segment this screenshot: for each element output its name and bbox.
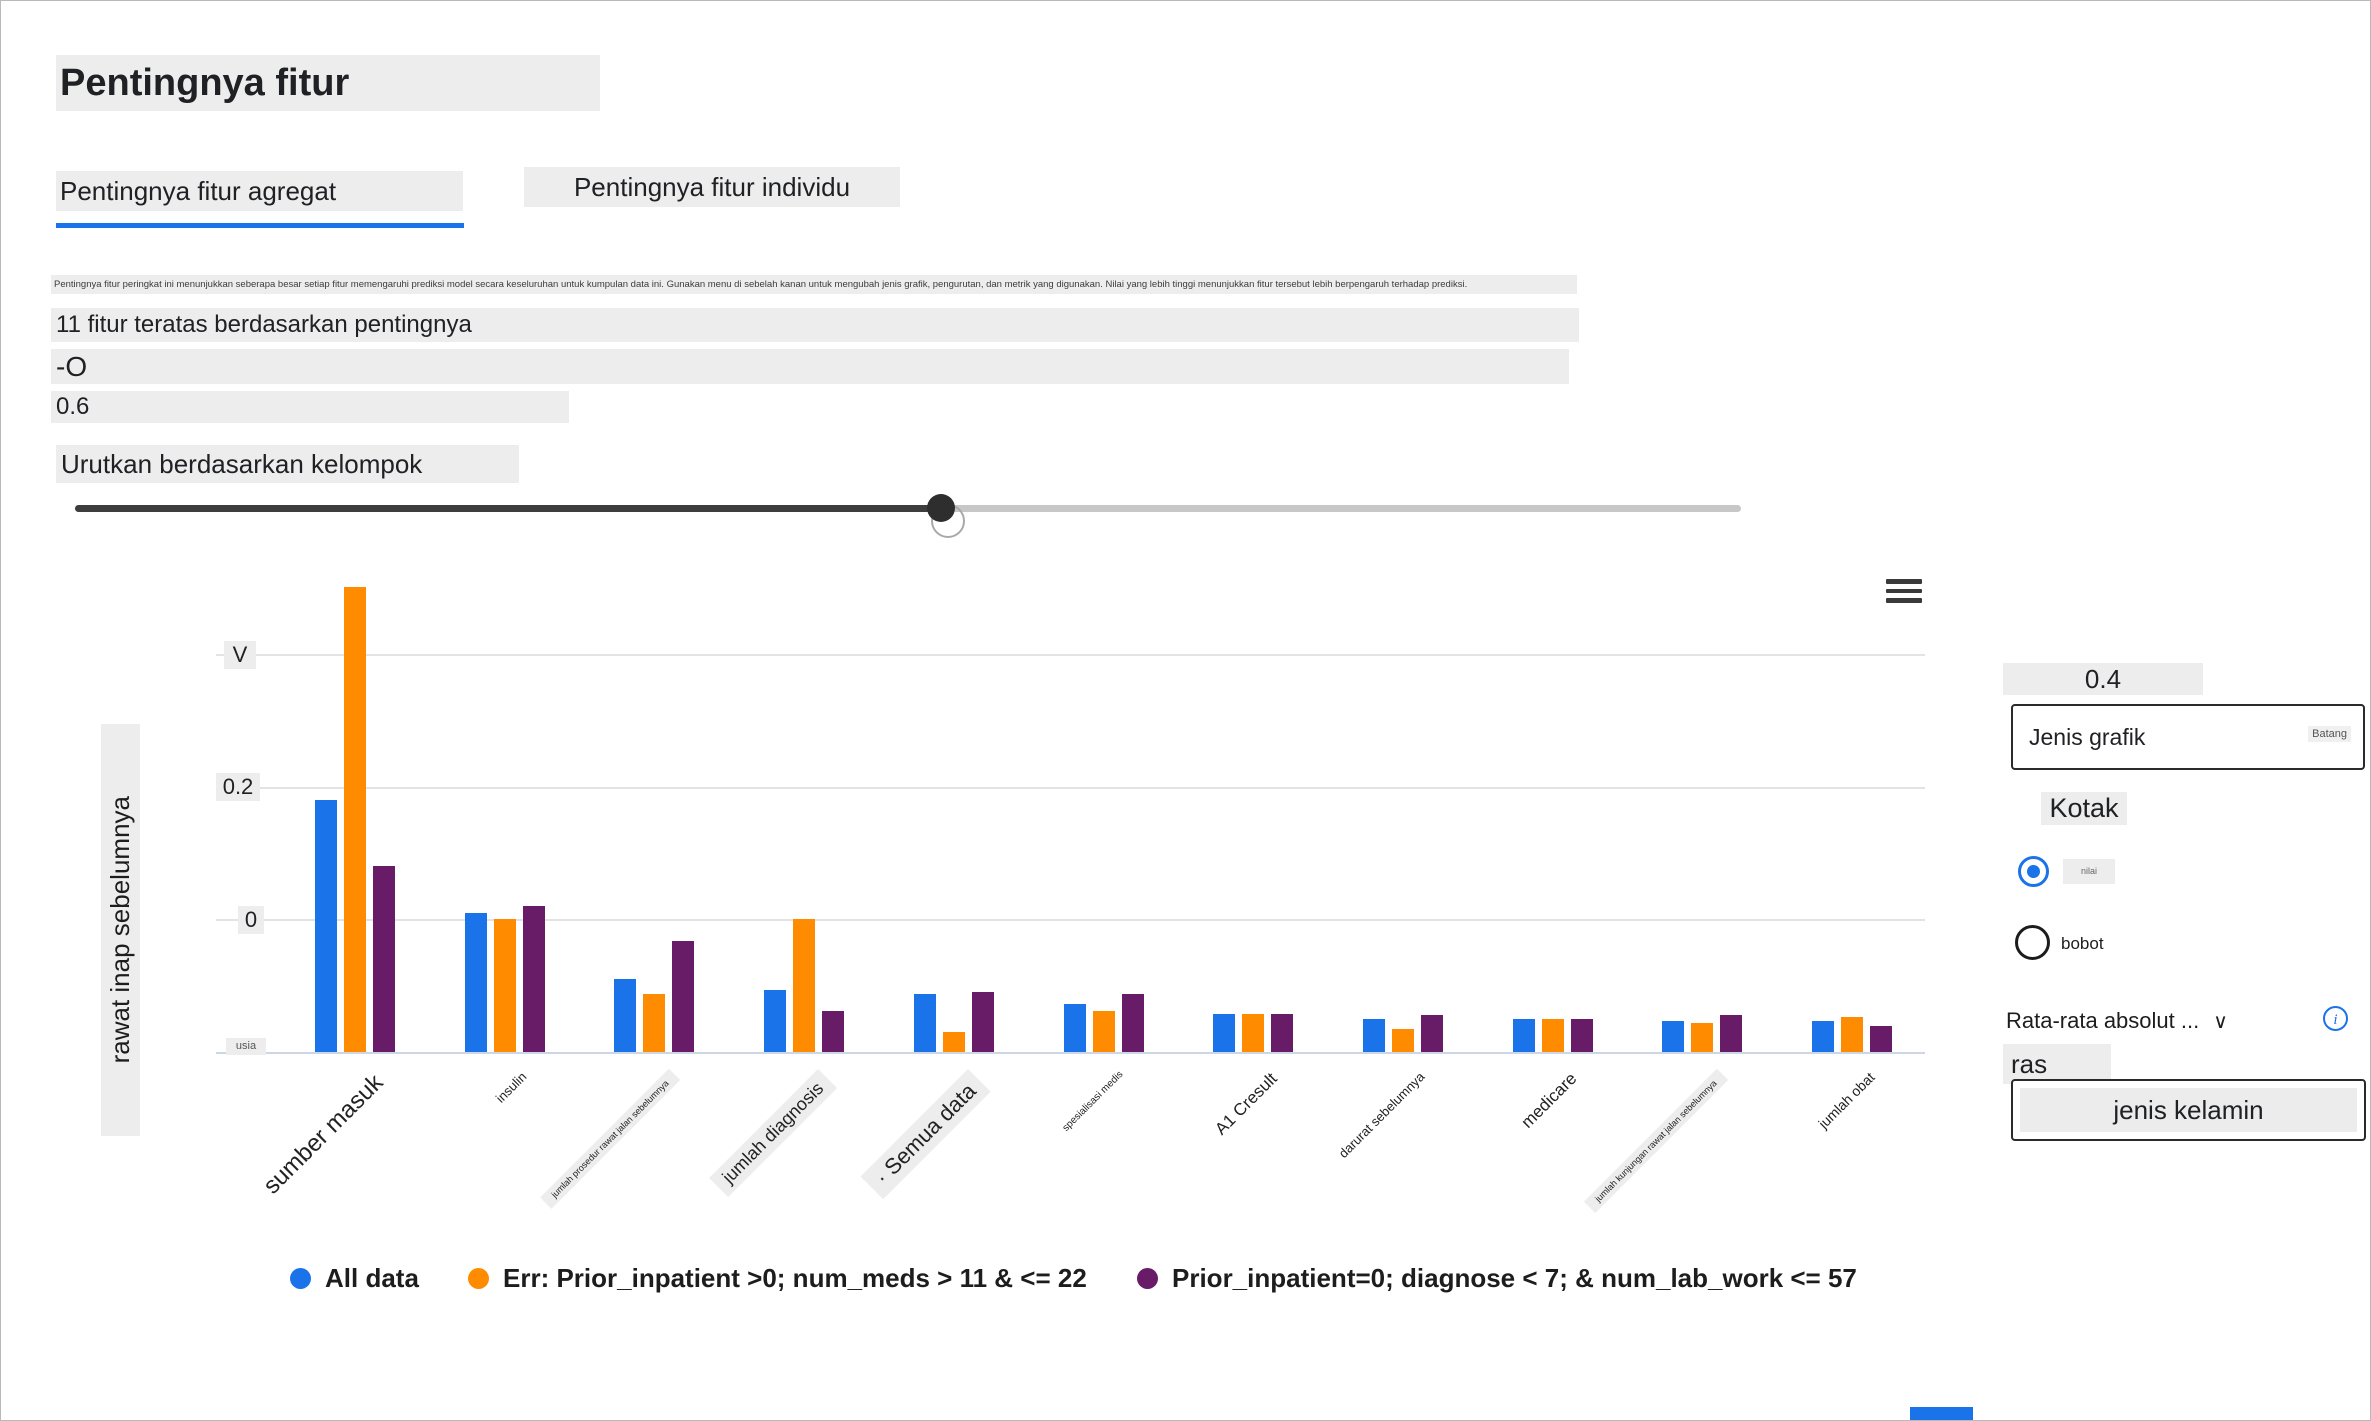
x-axis-label: jumlah obat <box>1814 1069 1878 1132</box>
bar-series1-cat10[interactable] <box>1841 1017 1863 1052</box>
mean-absolute-dropdown[interactable]: Rata-rata absolut ... ∨ <box>2006 1008 2228 1035</box>
y-axis-title-box: rawat inap sebelumnya <box>101 724 140 1136</box>
panel-value-04: 0.4 <box>2003 663 2203 695</box>
active-tab-indicator <box>56 223 464 228</box>
bar-series0-cat2[interactable] <box>614 979 636 1052</box>
bottom-accent-strip <box>1910 1407 1973 1420</box>
radio-selected-label: nilai <box>2063 859 2115 884</box>
bar-series2-cat6[interactable] <box>1271 1014 1293 1052</box>
bar-series2-cat1[interactable] <box>523 906 545 1052</box>
chevron-down-icon: ∨ <box>2213 1011 2228 1033</box>
info-icon[interactable]: i <box>2323 1006 2348 1031</box>
chart-type-dropdown[interactable]: Jenis grafik Batang <box>2011 704 2365 770</box>
bar-series1-cat9[interactable] <box>1691 1023 1713 1052</box>
x-axis-baseline <box>216 1052 1925 1054</box>
radio-bobot-label: bobot <box>2061 934 2104 953</box>
chart-type-dropdown-label: Jenis grafik <box>2029 724 2146 750</box>
legend-dot <box>468 1267 489 1289</box>
bar-series2-cat7[interactable] <box>1421 1015 1443 1052</box>
bar-series0-cat10[interactable] <box>1812 1021 1834 1052</box>
legend-item[interactable]: Err: Prior_inpatient >0; num_meds > 11 &… <box>468 1263 1087 1293</box>
x-axis-label: medicare <box>1517 1069 1581 1132</box>
tab-individual-importance[interactable]: Pentingnya fitur individu <box>524 167 900 207</box>
x-axis-label: darurat sebelumnya <box>1335 1069 1428 1161</box>
chart-menu-icon[interactable] <box>1886 579 1922 606</box>
bar-series1-cat3[interactable] <box>793 919 815 1052</box>
bar-series2-cat3[interactable] <box>822 1011 844 1052</box>
radio-option-bobot[interactable] <box>2015 925 2050 960</box>
x-axis-label: jumlah diagnosis <box>709 1069 838 1198</box>
bar-series1-cat2[interactable] <box>643 994 665 1052</box>
bar-series2-cat10[interactable] <box>1870 1026 1892 1052</box>
legend-dot <box>1137 1267 1158 1289</box>
bar-series2-cat4[interactable] <box>972 992 994 1052</box>
bar-series0-cat4[interactable] <box>914 994 936 1052</box>
bar-series1-cat5[interactable] <box>1093 1011 1115 1052</box>
x-axis-label: jumlah kunjungan rawat jalan sebelumnya <box>1583 1069 1728 1213</box>
y-tick-label-small: usia <box>226 1038 266 1055</box>
bar-series2-cat2[interactable] <box>672 941 694 1052</box>
legend-dot <box>290 1267 311 1289</box>
bar-series2-cat0[interactable] <box>373 866 395 1052</box>
bar-series2-cat5[interactable] <box>1122 994 1144 1052</box>
gender-select[interactable]: jenis kelamin <box>2011 1079 2366 1141</box>
radio-selected-dot <box>2027 865 2040 878</box>
bar-series1-cat1[interactable] <box>494 919 516 1052</box>
x-axis-label: insulin <box>492 1069 530 1106</box>
bar-series0-cat0[interactable] <box>315 800 337 1052</box>
x-axis-label: jumlah prosedur rawat jalan sebelumnya <box>539 1069 680 1209</box>
y-tick-label: 0 <box>238 906 264 934</box>
bar-series2-cat8[interactable] <box>1571 1019 1593 1052</box>
bar-series2-cat9[interactable] <box>1720 1015 1742 1052</box>
race-label: ras <box>2003 1044 2111 1084</box>
radio-option-selected[interactable] <box>2018 856 2049 887</box>
bar-series0-cat1[interactable] <box>465 913 487 1052</box>
legend-label: Err: Prior_inpatient >0; num_meds > 11 &… <box>503 1262 1087 1293</box>
bar-series0-cat6[interactable] <box>1213 1014 1235 1052</box>
bar-series0-cat7[interactable] <box>1363 1019 1385 1052</box>
bar-series0-cat9[interactable] <box>1662 1021 1684 1052</box>
bar-series0-cat8[interactable] <box>1513 1019 1535 1052</box>
y-axis-title: rawat inap sebelumnya <box>105 796 135 1064</box>
gender-select-value: jenis kelamin <box>2020 1088 2357 1132</box>
mean-absolute-label: Rata-rata absolut ... <box>2006 1008 2200 1033</box>
bar-series0-cat5[interactable] <box>1064 1004 1086 1052</box>
feature-count-slider-fill <box>75 505 941 512</box>
gridline <box>216 919 1925 921</box>
bar-series1-cat6[interactable] <box>1242 1014 1264 1052</box>
legend-label: All data <box>325 1262 419 1293</box>
sort-by-group-label[interactable]: Urutkan berdasarkan kelompok <box>56 445 519 483</box>
bar-series1-cat8[interactable] <box>1542 1019 1564 1052</box>
feature-count-slider-thumb[interactable] <box>927 494 955 522</box>
gridline <box>216 654 1925 656</box>
page-title: Pentingnya fitur <box>56 55 600 111</box>
bar-series1-cat7[interactable] <box>1392 1029 1414 1052</box>
x-axis-label: · Semua data <box>860 1069 991 1200</box>
bar-series1-cat0[interactable] <box>344 587 366 1052</box>
legend-item[interactable]: Prior_inpatient=0; diagnose < 7; & num_l… <box>1137 1263 1857 1293</box>
chart-type-option-kotak[interactable]: Kotak <box>2041 792 2127 825</box>
x-axis-label: A1 Cresult <box>1211 1069 1281 1139</box>
range-prefix-text: -O <box>51 349 1569 384</box>
description-text: Pentingnya fitur peringkat ini menunjukk… <box>51 275 1577 294</box>
top-features-heading: 11 fitur teratas berdasarkan pentingnya <box>51 308 1579 342</box>
bar-series1-cat4[interactable] <box>943 1032 965 1052</box>
x-axis-label: spesialisasi medis <box>1060 1069 1126 1134</box>
legend-item[interactable]: All data <box>290 1263 419 1293</box>
y-tick-label: 0.2 <box>216 773 260 801</box>
tab-aggregate-importance[interactable]: Pentingnya fitur agregat <box>56 171 463 211</box>
gridline <box>216 787 1925 789</box>
bar-series0-cat3[interactable] <box>764 990 786 1052</box>
range-value-text: 0.6 <box>51 391 569 423</box>
y-tick-label: V <box>224 641 256 669</box>
legend-label: Prior_inpatient=0; diagnose < 7; & num_l… <box>1172 1262 1857 1293</box>
x-axis-label: sumber masuk <box>257 1069 389 1200</box>
chart-type-dropdown-value: Batang <box>2308 726 2351 742</box>
